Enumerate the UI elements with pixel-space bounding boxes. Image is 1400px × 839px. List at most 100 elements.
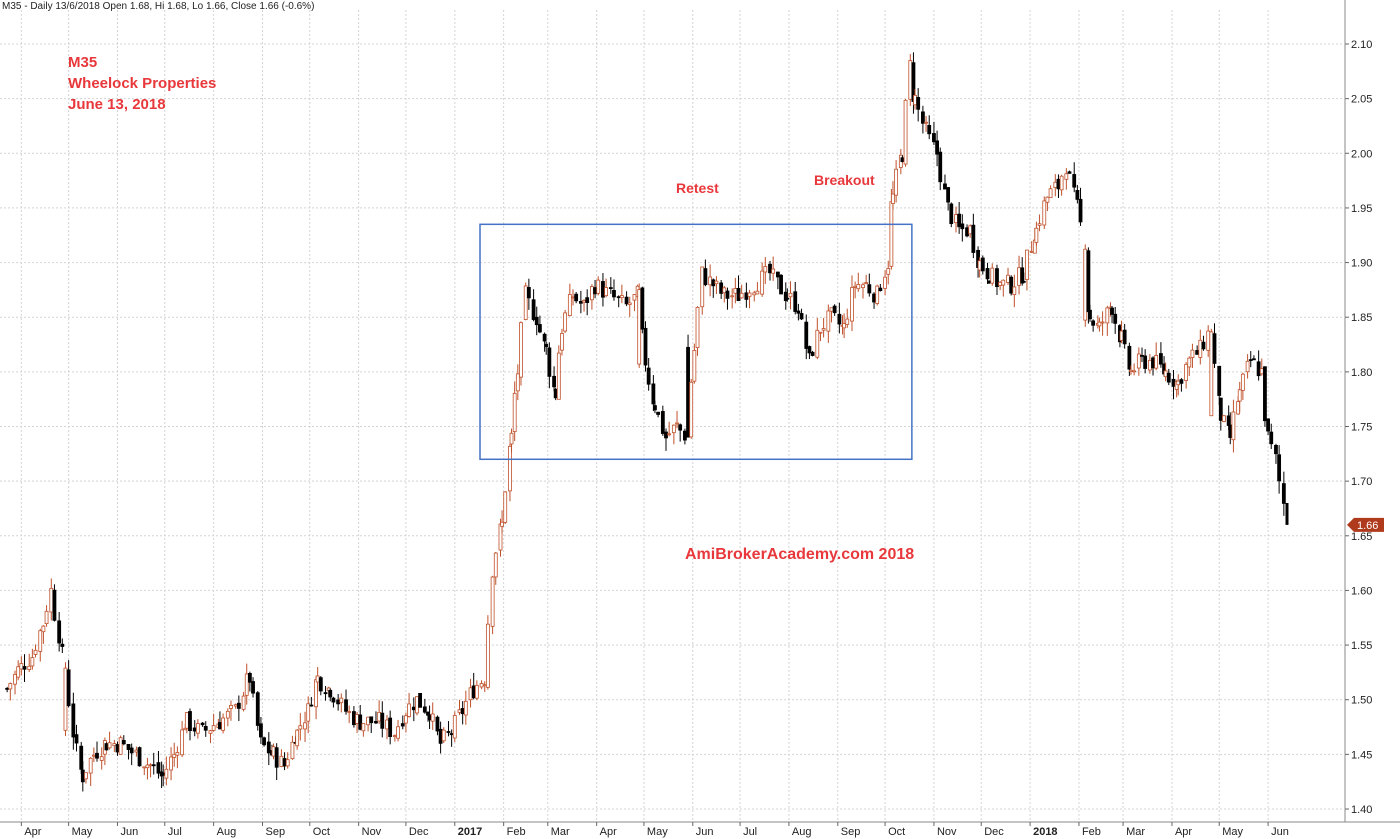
candle-body [156, 762, 161, 774]
candle-body [211, 725, 216, 731]
x-tick-label: Apr [1175, 826, 1192, 838]
candle-body [142, 766, 147, 769]
candle-body [627, 302, 632, 305]
candle-body [400, 723, 405, 727]
symbol-label: M35 [68, 54, 98, 71]
candle-body [318, 677, 323, 692]
candle-body [323, 692, 328, 695]
x-tick-label: Oct [313, 826, 330, 838]
candle-body [987, 280, 992, 284]
candle-body [471, 685, 476, 699]
candle-body [1236, 401, 1241, 415]
candle-body [1274, 444, 1278, 455]
candle-body [921, 111, 925, 124]
candle-body [534, 316, 539, 326]
candle-body [653, 405, 657, 411]
candle-body [730, 295, 735, 298]
candle-body [985, 268, 990, 280]
x-tick-label: Aug [217, 826, 237, 838]
candle-body [262, 737, 266, 746]
candle-body [5, 687, 10, 690]
x-tick-label: 2018 [1033, 826, 1057, 838]
candle-body [619, 295, 624, 299]
candle-body [949, 203, 954, 225]
x-tick-label: Jun [1271, 826, 1289, 838]
candle-body [946, 187, 951, 203]
candle-body [886, 268, 891, 275]
candle-body [1006, 274, 1010, 283]
candle-body [957, 213, 962, 228]
candle-body [463, 700, 468, 716]
candle-body [1228, 424, 1233, 438]
candle-body [1078, 198, 1083, 223]
candle-body [244, 673, 249, 696]
candle-body [1100, 321, 1105, 324]
x-tick-label: Jul [743, 826, 757, 838]
candle-body [290, 741, 295, 760]
candle-body [452, 715, 457, 739]
candle-body [927, 124, 932, 135]
candle-body [1119, 330, 1124, 341]
candle-body [99, 756, 104, 761]
candle-body [523, 285, 528, 320]
candle-body [438, 728, 443, 744]
candle-body [221, 717, 225, 731]
candle-body [71, 703, 76, 738]
candle-body [752, 292, 757, 296]
candle-body [537, 324, 542, 333]
candle-body [512, 392, 517, 432]
candle-body [547, 347, 552, 377]
candle-body [396, 726, 400, 739]
candle-body [815, 329, 820, 358]
candle-body [632, 294, 637, 301]
candle-body [208, 730, 213, 734]
candle-body [385, 719, 389, 730]
candle-body [714, 280, 719, 285]
candle-body [515, 373, 520, 392]
y-tick-label: 1.75 [1351, 422, 1372, 434]
candle-body [44, 610, 49, 625]
candle-body [747, 292, 752, 297]
y-tick-label: 1.90 [1351, 258, 1372, 270]
candle-body [80, 769, 85, 783]
candle-body [678, 424, 683, 431]
candle-body [771, 268, 776, 274]
candle-body [1048, 188, 1053, 199]
candle-body [388, 717, 393, 737]
candle-body [585, 297, 590, 303]
candle-body [1037, 223, 1042, 226]
candle-body [612, 290, 616, 298]
candle-body [775, 271, 780, 278]
candle-body [175, 752, 180, 756]
candle-body [104, 743, 109, 751]
candle-body [1281, 483, 1286, 504]
y-tick-label: 2.05 [1351, 94, 1372, 106]
candle-body [968, 225, 973, 235]
candle-body [519, 322, 523, 378]
candle-body [251, 681, 255, 694]
y-tick-label: 1.85 [1351, 312, 1372, 324]
y-tick-label: 1.70 [1351, 476, 1372, 488]
candle-body [1001, 279, 1006, 286]
candle-body [971, 224, 976, 253]
candle-body [590, 286, 594, 301]
candle-body [41, 625, 46, 633]
x-tick-label: Aug [792, 826, 812, 838]
candle-body [980, 257, 985, 272]
x-tick-label: May [1222, 826, 1243, 838]
candle-body [1209, 331, 1214, 417]
candle-body [960, 223, 965, 230]
candle-body [66, 669, 71, 707]
candle-body [1127, 345, 1132, 370]
candle-body [203, 725, 208, 731]
candle-body [965, 227, 969, 237]
candle-body [692, 350, 697, 382]
candle-body [725, 290, 730, 299]
y-tick-label: 1.60 [1351, 585, 1372, 597]
candle-body [1009, 276, 1014, 294]
candle-body [689, 381, 694, 438]
candle-body [703, 268, 708, 286]
candle-body [807, 346, 812, 354]
x-tick-label: Feb [1082, 826, 1101, 838]
candle-body [137, 747, 142, 767]
